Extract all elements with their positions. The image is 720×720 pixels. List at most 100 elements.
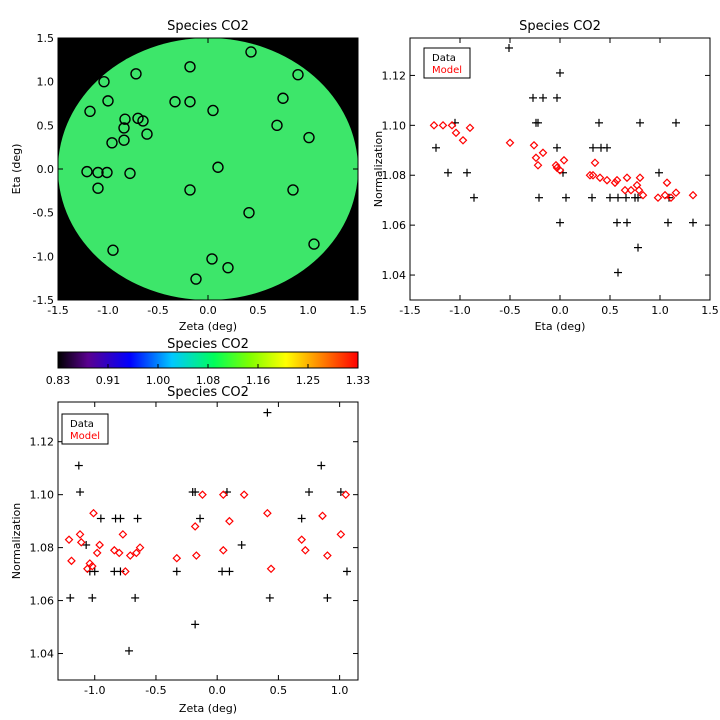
eta-model-point: [653, 193, 663, 203]
map-x-tick-label: 0.5: [249, 304, 267, 317]
eta-model-point: [451, 128, 461, 138]
map-point: [102, 95, 114, 107]
map-y-axis: -1.5 -1.0 -0.5 0.0 0.5 1.0 1.5: [33, 32, 358, 307]
zeta-data-point: [90, 567, 99, 576]
zeta-model-point: [323, 551, 332, 560]
zeta-x-tick-label: -0.5: [145, 684, 166, 697]
zeta-data-point: [265, 593, 274, 602]
eta-title: Species CO2: [519, 19, 601, 34]
eta-model-point: [666, 193, 676, 203]
map-point: [119, 113, 131, 125]
map-x-tick-label: 1.0: [299, 304, 317, 317]
eta-model-point: [438, 120, 448, 130]
zeta-data-point: [342, 567, 351, 576]
zeta-scatter-panel: Species CO2 -1.0 -0.5 0.0 0.5 1.0 1.041.061.…: [10, 385, 359, 715]
eta-data-point: [622, 193, 630, 202]
zeta-data-point: [76, 488, 85, 497]
zeta-data-point: [188, 488, 197, 497]
zeta-model-point: [132, 548, 141, 558]
zeta-data-point: [336, 488, 345, 497]
map-x-axis: -1.5 -1.0 -0.5 0.0 0.5 1.0 1.5: [47, 38, 367, 317]
eta-x-tick-label: -1.0: [449, 304, 470, 317]
zeta-title: Species CO2: [167, 385, 249, 400]
zeta-x-axis-title: Zeta (deg): [179, 702, 237, 715]
map-y-tick-label: -1.0: [33, 250, 54, 263]
eta-data-point: [534, 118, 542, 127]
map-point: [106, 137, 118, 149]
map-y-tick-label: 0.0: [37, 163, 55, 176]
zeta-data-point: [297, 514, 306, 523]
eta-data-marks: [429, 43, 698, 277]
eta-data-point: [636, 118, 644, 127]
colorbar-ticks: 0.83 0.91 1.00 1.08 1.16 1.25 1.33: [46, 364, 370, 387]
eta-model-point: [447, 120, 457, 130]
eta-x-tick-label: 0.5: [601, 304, 619, 317]
map-point: [107, 244, 119, 256]
eta-data-point: [505, 43, 513, 52]
eta-data-point: [463, 168, 471, 177]
map-point: [130, 68, 142, 80]
eta-data-point: [539, 93, 547, 102]
map-point: [84, 105, 96, 118]
map-point: [81, 165, 93, 178]
eta-legend-model: Model: [432, 65, 462, 76]
map-point: [303, 131, 315, 144]
eta-model-point: [538, 148, 548, 158]
eta-model-point: [612, 175, 622, 185]
eta-data-point: [613, 218, 621, 227]
zeta-data-point: [172, 567, 181, 576]
map-point: [287, 184, 299, 196]
zeta-data-point: [133, 514, 142, 523]
eta-model-point: [660, 190, 670, 200]
zeta-x-tick-label: 0.0: [208, 684, 226, 697]
zeta-model-point: [87, 561, 97, 571]
eta-y-axis-title: Normalization: [372, 131, 385, 207]
eta-x-axis-title: Eta (deg): [535, 320, 586, 333]
eta-data-point: [588, 193, 596, 202]
eta-model-point: [429, 120, 439, 130]
map-x-tick-label: -1.5: [47, 304, 68, 317]
eta-y-tick-label: 1.10: [382, 119, 407, 132]
map-title: Species CO2: [167, 19, 249, 34]
map-point: [271, 119, 283, 132]
eta-model-point: [590, 158, 600, 168]
map-point: [190, 273, 202, 285]
map-point: [137, 115, 149, 127]
eta-data-point: [614, 268, 622, 277]
zeta-frame: [57, 401, 359, 681]
zeta-model-point: [297, 535, 307, 545]
colorbar-title: Species CO2: [167, 337, 249, 352]
zeta-y-axis: 1.04 1.06 1.08 1.10 1.12: [30, 436, 358, 661]
colorbar-tick-label: 1.25: [296, 374, 321, 387]
eta-data-point: [689, 218, 697, 227]
zeta-data-point: [218, 567, 227, 576]
map-x-tick-label: 0.0: [199, 304, 217, 317]
eta-data-point: [655, 168, 663, 177]
colorbar-tick-label: 1.08: [196, 374, 221, 387]
zeta-data-point: [82, 540, 91, 549]
colorbar-tick-label: 1.00: [146, 374, 171, 387]
map-x-tick-label: -0.5: [147, 304, 168, 317]
map-point: [184, 184, 196, 196]
zeta-model-point: [109, 545, 119, 555]
map-point: [98, 75, 110, 88]
zeta-legend-data: Data: [70, 419, 94, 430]
zeta-model-point: [125, 551, 135, 560]
map-point: [141, 128, 153, 140]
zeta-y-tick-label: 1.10: [30, 489, 55, 502]
zeta-model-point: [118, 530, 128, 539]
map-point: [277, 92, 289, 104]
eta-data-point: [634, 193, 642, 202]
zeta-model-point: [95, 540, 104, 550]
colorbar-tick-label: 1.16: [246, 374, 271, 387]
eta-data-point: [553, 93, 561, 102]
zeta-data-point: [196, 514, 205, 523]
map-point: [212, 161, 224, 173]
eta-data-point: [556, 68, 564, 77]
zeta-x-tick-label: 1.0: [331, 684, 349, 697]
zeta-model-point: [135, 543, 145, 552]
eta-data-point: [606, 193, 614, 202]
map-point: [118, 134, 130, 146]
map-y-tick-label: -1.5: [33, 294, 54, 307]
zeta-model-point: [114, 548, 124, 558]
